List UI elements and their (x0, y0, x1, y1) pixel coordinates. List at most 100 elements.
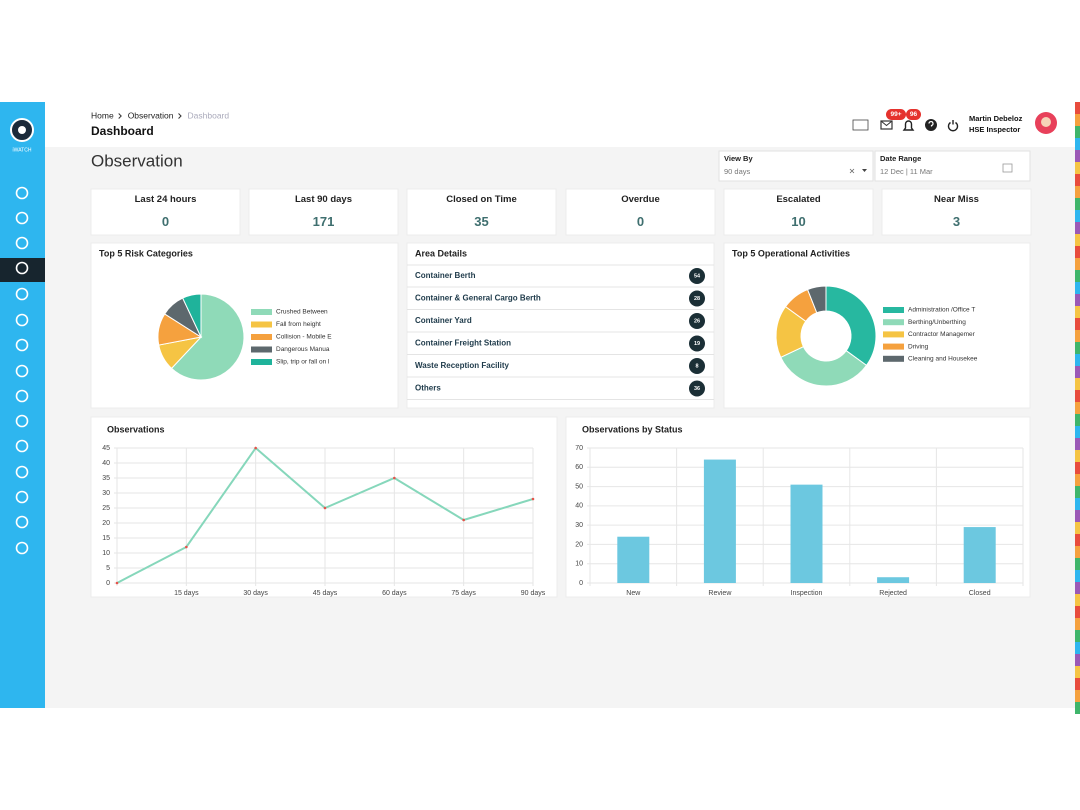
kpi-label: Overdue (621, 194, 660, 205)
page-title: Observation (91, 151, 183, 170)
edge-strip (1075, 354, 1080, 366)
sidebar-icon[interactable] (15, 515, 29, 529)
legend-swatch (251, 334, 272, 340)
point[interactable] (185, 545, 188, 549)
point[interactable] (531, 497, 535, 501)
legend-label: Cleaning and Housekee (908, 356, 978, 363)
slice[interactable] (182, 293, 202, 338)
count-badge (689, 358, 705, 374)
y-tick-label: 5 (106, 565, 110, 572)
kpi-card (723, 188, 874, 236)
point[interactable] (254, 446, 257, 450)
edge-strip (1075, 282, 1080, 294)
legend-swatch (883, 343, 904, 350)
legend-swatch (883, 355, 904, 362)
y-tick-label: 25 (102, 505, 110, 512)
edge-strip (1075, 522, 1080, 534)
sidebar-icon[interactable] (15, 364, 29, 378)
edge-strip (1075, 462, 1080, 474)
point[interactable] (393, 476, 396, 480)
bar[interactable] (617, 536, 650, 583)
edge-strip (1075, 150, 1080, 162)
bar[interactable] (790, 484, 823, 583)
breadcrumb-sep (178, 113, 182, 119)
legend-label: Driving (908, 343, 929, 350)
edge-strip (1075, 318, 1080, 330)
edge-strip (1075, 210, 1080, 222)
help-mark (928, 120, 934, 127)
slice[interactable] (780, 345, 868, 387)
filter-box[interactable] (874, 150, 1031, 182)
help-icon[interactable] (925, 119, 937, 131)
panel (90, 242, 399, 409)
sidebar-icon[interactable] (15, 541, 29, 555)
x-tick-label: 15 days (174, 590, 199, 597)
panel (723, 242, 1031, 409)
dropdown-icon[interactable] (862, 169, 867, 172)
x-tick-label: 75 days (451, 590, 476, 597)
filter-box[interactable] (718, 150, 874, 182)
slice[interactable] (825, 285, 877, 367)
bell-icon[interactable] (902, 120, 915, 131)
edge-strip (1075, 342, 1080, 354)
point[interactable] (462, 518, 465, 522)
count-badge (689, 380, 705, 397)
bar[interactable] (703, 459, 736, 583)
clear-icon[interactable] (849, 168, 855, 174)
kpi-card (90, 188, 241, 236)
edge-strip (1075, 534, 1080, 546)
sidebar-icon[interactable] (15, 414, 29, 428)
bar[interactable] (963, 527, 996, 583)
edge-strip (1075, 678, 1080, 690)
area-count: 19 (694, 341, 700, 347)
sidebar-icon[interactable] (15, 287, 29, 301)
calendar-icon[interactable] (1002, 163, 1013, 173)
sidebar-icon[interactable] (15, 313, 29, 327)
sidebar-icon[interactable] (15, 186, 29, 200)
edge-strip (1075, 222, 1080, 234)
kpi-label: Last 90 days (295, 194, 352, 205)
legend-label: Dangerous Manua (276, 346, 330, 353)
header-title: Dashboard (91, 124, 154, 138)
breadcrumb-sep (118, 113, 122, 119)
logo-dot (18, 126, 26, 134)
chart-title: Observations by Status (582, 424, 683, 434)
bar[interactable] (877, 577, 910, 583)
area-name: Container Berth (415, 271, 476, 280)
edge-strip (1075, 450, 1080, 462)
sidebar-icon[interactable] (15, 490, 29, 504)
area-count: 54 (694, 273, 701, 279)
bell-badge: 96 (910, 111, 918, 118)
mail-badge: 99+ (890, 111, 901, 118)
kpi-value: 35 (474, 214, 488, 229)
sidebar-icon[interactable] (15, 211, 29, 225)
sidebar-icon[interactable] (15, 389, 29, 403)
edge-strip (1075, 558, 1080, 570)
sidebar-icon[interactable] (15, 236, 29, 250)
y-tick-label: 0 (106, 580, 110, 587)
point[interactable] (115, 581, 119, 585)
legend-label: Administration /Office T (908, 307, 975, 314)
mail-icon[interactable] (880, 120, 893, 130)
sidebar-icon[interactable] (15, 338, 29, 352)
edge-strip (1075, 570, 1080, 582)
slice[interactable] (170, 293, 245, 381)
area-count: 28 (694, 296, 700, 302)
point[interactable] (323, 506, 327, 510)
y-tick-label: 10 (102, 550, 110, 557)
sidebar-icon[interactable] (15, 261, 29, 275)
edge-strip (1075, 246, 1080, 258)
power-icon[interactable] (947, 120, 959, 132)
edge-strip (1075, 186, 1080, 198)
y-tick-label: 30 (575, 522, 583, 529)
y-tick-label: 35 (102, 475, 110, 482)
chart-title: Top 5 Operational Activities (732, 248, 850, 258)
sidebar-icon[interactable] (15, 465, 29, 479)
edge-strip (1075, 330, 1080, 342)
slice[interactable] (806, 285, 827, 314)
sidebar-icon[interactable] (15, 439, 29, 453)
lang-icon[interactable] (852, 119, 869, 131)
kpi-value: 10 (791, 214, 805, 229)
x-tick-label: 60 days (382, 590, 407, 597)
